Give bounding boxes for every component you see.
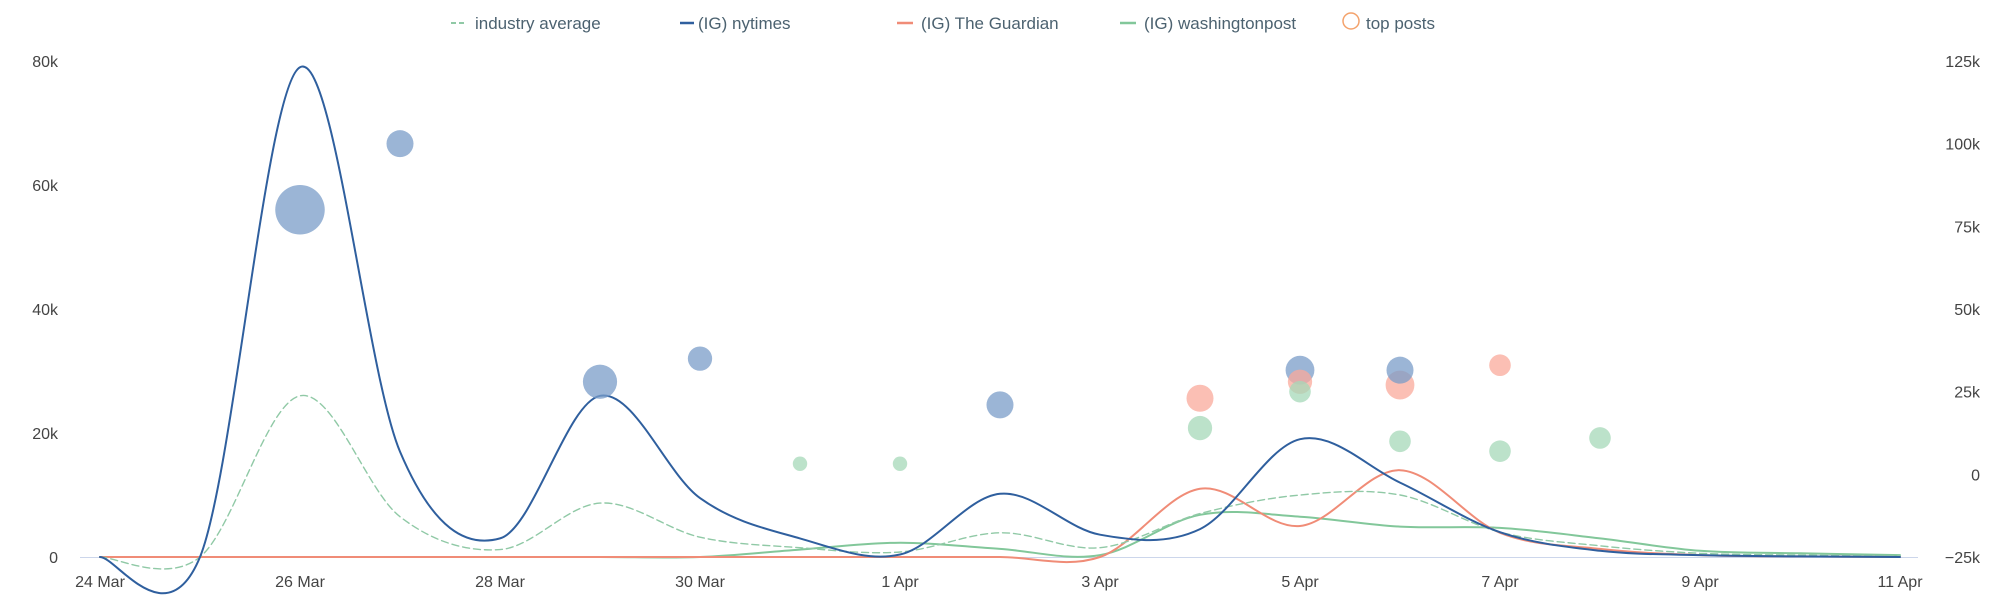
legend-label-nytimes: (IG) nytimes bbox=[698, 14, 791, 33]
legend-label-industry-average: industry average bbox=[475, 14, 601, 33]
left-y-tick-label: 40k bbox=[32, 302, 59, 319]
right-y-tick-label: −25k bbox=[1945, 550, 1981, 567]
top-post-bubble-wapo[interactable] bbox=[1389, 430, 1411, 453]
x-tick-label: 7 Apr bbox=[1481, 574, 1519, 591]
top-post-bubble-wapo[interactable] bbox=[1289, 380, 1311, 403]
series-lines bbox=[99, 65, 1901, 595]
series-line-industry bbox=[99, 395, 1901, 570]
top-post-bubble-nytimes[interactable] bbox=[582, 364, 618, 399]
series-line-guardian bbox=[99, 469, 1901, 564]
left-y-tick-label: 0 bbox=[49, 550, 58, 567]
legend-item-nytimes[interactable]: (IG) nytimes bbox=[680, 14, 791, 33]
series-line-nytimes bbox=[99, 65, 1901, 595]
legend-item-industry-average[interactable]: industry average bbox=[451, 14, 601, 33]
top-post-bubble-wapo[interactable] bbox=[1187, 415, 1213, 441]
left-y-axis: 0 20k 40k 60k 80k bbox=[32, 54, 59, 567]
top-post-bubble-nytimes[interactable] bbox=[386, 130, 414, 158]
right-y-tick-label: 100k bbox=[1945, 137, 1981, 154]
right-y-tick-label: 50k bbox=[1954, 302, 1981, 319]
top-post-bubble-nytimes[interactable] bbox=[986, 391, 1014, 419]
legend-label-top-posts: top posts bbox=[1366, 14, 1435, 33]
top-post-bubble-nytimes[interactable] bbox=[275, 185, 325, 235]
top-post-bubble-nytimes[interactable] bbox=[1386, 356, 1414, 384]
x-tick-label: 30 Mar bbox=[675, 574, 725, 591]
top-post-bubble-wapo[interactable] bbox=[792, 456, 808, 471]
x-tick-label: 28 Mar bbox=[475, 574, 525, 591]
x-tick-label: 24 Mar bbox=[75, 574, 125, 591]
top-post-bubble-wapo[interactable] bbox=[1589, 427, 1611, 449]
x-tick-label: 26 Mar bbox=[275, 574, 325, 591]
x-axis: 24 Mar 26 Mar 28 Mar 30 Mar 1 Apr 3 Apr 5 Apr 7… bbox=[75, 557, 1923, 591]
legend-symbol-top-posts bbox=[1342, 12, 1360, 30]
x-tick-label: 3 Apr bbox=[1081, 574, 1119, 591]
right-y-tick-label: 0 bbox=[1971, 467, 1980, 484]
right-y-axis: −25k 0 25k 50k 75k 100k 125k bbox=[1945, 54, 1981, 567]
legend-item-top-posts[interactable]: top posts bbox=[1342, 12, 1435, 33]
x-tick-label: 11 Apr bbox=[1877, 574, 1923, 591]
x-tick-label: 5 Apr bbox=[1281, 574, 1319, 591]
legend-item-washingtonpost[interactable]: (IG) washingtonpost bbox=[1120, 14, 1296, 33]
x-tick-label: 1 Apr bbox=[881, 574, 919, 591]
legend-item-guardian[interactable]: (IG) The Guardian bbox=[897, 14, 1059, 33]
top-posts-bubbles bbox=[275, 130, 1611, 471]
top-post-bubble-wapo[interactable] bbox=[892, 456, 908, 471]
top-post-bubble-guardian[interactable] bbox=[1186, 384, 1214, 412]
legend-label-washingtonpost: (IG) washingtonpost bbox=[1144, 14, 1296, 33]
top-post-bubble-wapo[interactable] bbox=[1489, 440, 1511, 462]
right-y-tick-label: 75k bbox=[1954, 219, 1981, 236]
right-y-tick-label: 125k bbox=[1945, 54, 1981, 71]
legend: industry average (IG) nytimes (IG) The G… bbox=[451, 12, 1435, 33]
top-post-bubble-guardian[interactable] bbox=[1489, 354, 1511, 377]
right-y-tick-label: 25k bbox=[1954, 385, 1981, 402]
left-y-tick-label: 80k bbox=[32, 54, 59, 71]
left-y-tick-label: 60k bbox=[32, 178, 59, 195]
top-post-bubble-nytimes[interactable] bbox=[687, 346, 713, 371]
legend-label-guardian: (IG) The Guardian bbox=[921, 14, 1059, 33]
x-tick-label: 9 Apr bbox=[1681, 574, 1719, 591]
left-y-tick-label: 20k bbox=[32, 426, 59, 443]
